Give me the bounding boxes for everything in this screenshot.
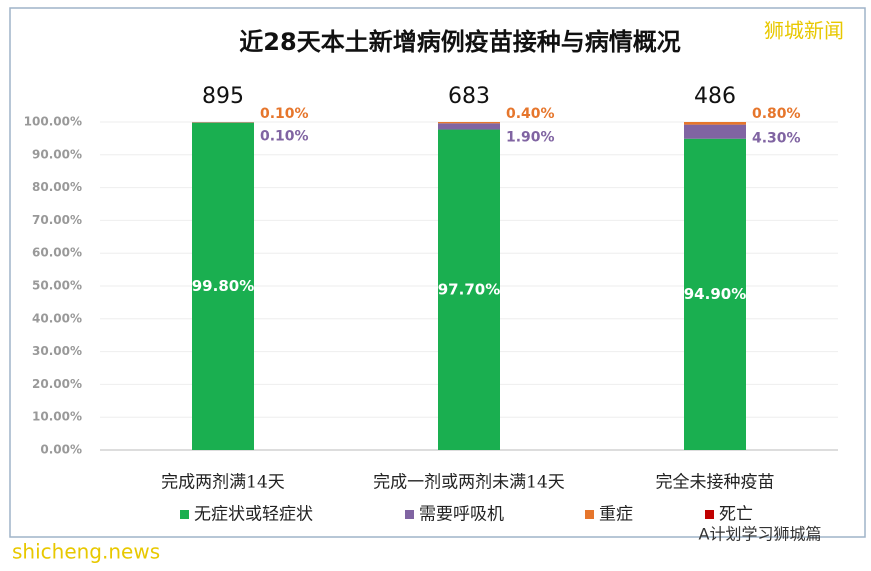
y-tick-label: 30.00%: [32, 344, 82, 358]
bar-segment: [192, 122, 254, 450]
bar-segment: [684, 138, 746, 450]
data-label: 0.10%: [260, 106, 309, 122]
y-tick-label: 50.00%: [32, 279, 82, 293]
y-tick-label: 70.00%: [32, 213, 82, 227]
watermark: A计划学习狮城篇: [699, 525, 822, 544]
legend-swatch: [585, 510, 594, 519]
bar-segment: [438, 123, 500, 130]
y-tick-label: 100.00%: [24, 115, 82, 129]
bar-segment: [438, 122, 500, 124]
x-tick-label: 完成两剂满14天: [161, 473, 285, 493]
bar-segment: [438, 129, 500, 450]
legend-swatch: [705, 510, 714, 519]
data-label: 0.80%: [752, 106, 801, 122]
chart-title: 近28天本土新增病例疫苗接种与病情概况: [239, 28, 680, 56]
y-tick-label: 20.00%: [32, 377, 82, 391]
legend-label: 需要呼吸机: [419, 505, 504, 525]
y-tick-label: 40.00%: [32, 311, 82, 325]
legend-swatch: [405, 510, 414, 519]
legend-label: 死亡: [719, 505, 753, 525]
y-tick-label: 60.00%: [32, 246, 82, 260]
y-tick-label: 80.00%: [32, 180, 82, 194]
bar-segment: [684, 122, 746, 125]
legend-swatch: [180, 510, 189, 519]
data-label: 99.80%: [192, 277, 254, 295]
y-tick-label: 10.00%: [32, 410, 82, 424]
data-label: 0.10%: [260, 128, 309, 144]
y-tick-label: 90.00%: [32, 147, 82, 161]
bar-segment: [684, 124, 746, 139]
data-label: 4.30%: [752, 131, 801, 147]
total-label: 895: [202, 84, 244, 109]
total-label: 683: [448, 84, 490, 109]
data-label: 94.90%: [684, 285, 746, 303]
x-tick-label: 完全未接种疫苗: [656, 473, 775, 493]
data-label: 97.70%: [438, 280, 500, 298]
x-tick-label: 完成一剂或两剂未满14天: [373, 473, 565, 493]
watermark: 狮城新闻: [764, 19, 844, 43]
total-label: 486: [694, 84, 736, 109]
legend-label: 无症状或轻症状: [194, 505, 313, 525]
y-tick-label: 0.00%: [40, 443, 82, 457]
watermark: shicheng.news: [12, 540, 160, 564]
data-label: 0.40%: [506, 106, 555, 122]
data-label: 1.90%: [506, 129, 555, 145]
legend-label: 重症: [599, 505, 633, 525]
